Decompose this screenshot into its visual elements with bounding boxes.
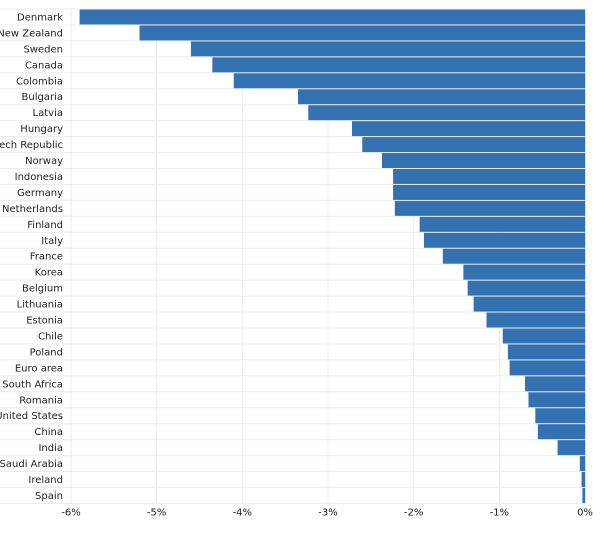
x-tick-labels: -6% -5% -4% -3% -2% -1% 0%	[61, 507, 593, 518]
bar	[381, 153, 585, 168]
bar	[486, 312, 585, 328]
category-label: Hungary	[20, 124, 63, 135]
category-label: United States	[0, 411, 63, 422]
bar	[351, 121, 585, 137]
category-label: Chile	[38, 331, 63, 342]
x-tick-label: -1%	[490, 507, 509, 518]
category-label: Czech Republic	[0, 140, 63, 151]
bar	[139, 25, 586, 41]
category-label: Spain	[35, 491, 63, 502]
bar	[509, 360, 585, 376]
category-label: Saudi Arabia	[0, 459, 63, 470]
bar	[79, 9, 586, 25]
category-label: Italy	[41, 236, 63, 247]
bar	[582, 488, 585, 503]
bar	[212, 57, 585, 73]
bar	[525, 376, 585, 392]
bar	[394, 200, 585, 216]
bar	[507, 344, 585, 360]
category-label: India	[38, 443, 63, 454]
bar	[442, 248, 585, 264]
bar	[298, 89, 585, 105]
bar	[393, 169, 585, 184]
category-label: Netherlands	[2, 204, 63, 215]
category-label: France	[30, 252, 63, 263]
category-label: New Zealand	[0, 28, 63, 39]
category-label: Colombia	[16, 76, 63, 87]
category-label: Estonia	[26, 316, 63, 327]
bar	[233, 73, 585, 89]
category-label: Euro area	[15, 363, 63, 374]
bar	[308, 105, 585, 121]
bar	[473, 296, 585, 312]
category-labels: Denmark New Zealand Sweden Canada Colombia Bu…	[0, 12, 63, 502]
x-tick-label: -6%	[61, 507, 80, 518]
category-label: Belgium	[22, 284, 63, 295]
bars	[79, 9, 586, 503]
category-label: Bulgaria	[22, 92, 63, 103]
category-label: Korea	[35, 268, 63, 279]
bar	[557, 440, 585, 456]
bar	[362, 137, 585, 153]
bar	[528, 392, 585, 408]
category-label: Poland	[30, 347, 63, 358]
bar	[419, 216, 585, 232]
category-label: Lithuania	[17, 300, 63, 311]
bar	[581, 472, 585, 487]
x-tick-label: 0%	[577, 507, 593, 518]
category-label: Canada	[25, 60, 63, 71]
x-tick-label: -5%	[147, 507, 166, 518]
category-label: Indonesia	[15, 172, 63, 183]
bar	[393, 184, 585, 200]
bar	[467, 280, 585, 296]
category-label: South Africa	[2, 379, 63, 390]
category-label: Romania	[19, 395, 63, 406]
bar	[537, 424, 585, 440]
category-label: Latvia	[33, 108, 63, 119]
category-label: Norway	[25, 156, 63, 167]
bar	[579, 456, 585, 472]
category-label: Ireland	[28, 475, 63, 486]
x-tick-label: -4%	[233, 507, 252, 518]
category-label: Denmark	[17, 12, 63, 23]
bar	[190, 41, 585, 57]
bar	[502, 328, 585, 344]
bar	[535, 408, 585, 424]
category-label: Finland	[27, 220, 63, 231]
category-label: China	[34, 427, 63, 438]
category-label: Germany	[17, 188, 63, 199]
bar	[463, 264, 585, 280]
x-tick-label: -3%	[318, 507, 337, 518]
x-tick-label: -2%	[404, 507, 423, 518]
category-label: Sweden	[23, 44, 63, 55]
bar	[423, 232, 585, 248]
